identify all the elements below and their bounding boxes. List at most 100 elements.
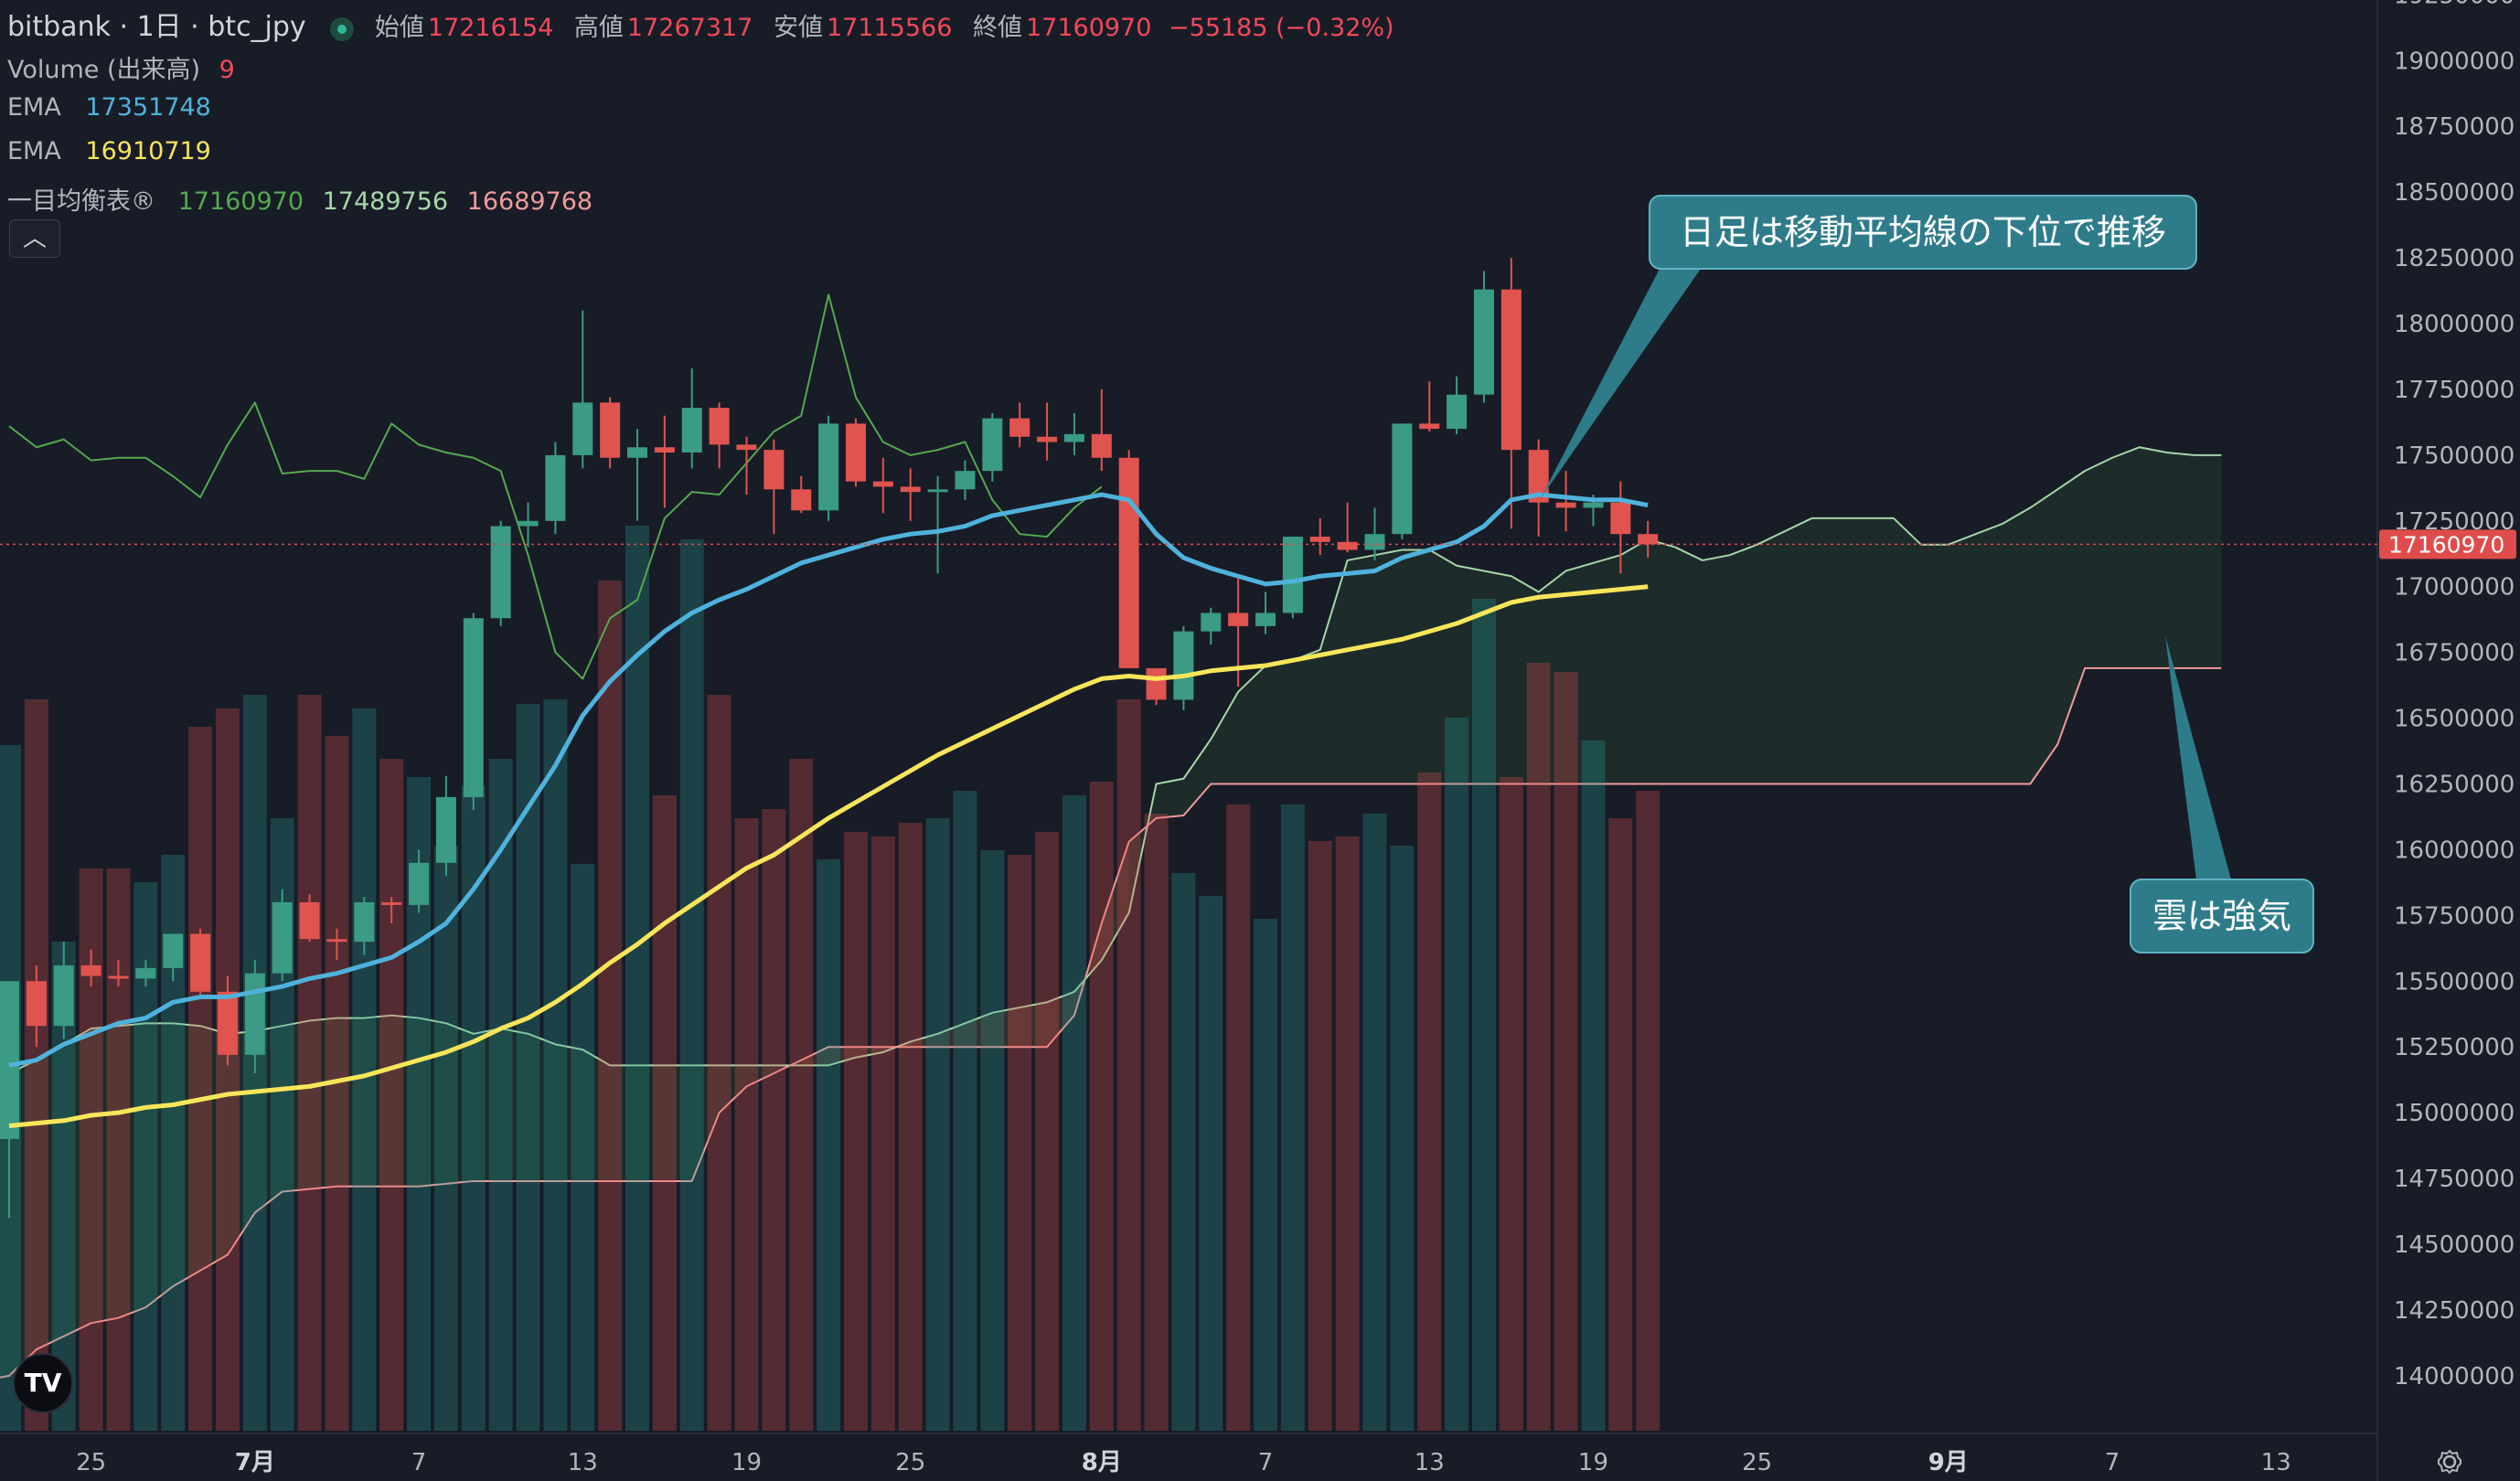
gear-icon[interactable] — [2436, 1448, 2463, 1476]
price-tick-label: 18500000 — [2394, 179, 2515, 207]
candle-body — [955, 471, 976, 490]
candle-body — [1091, 433, 1112, 458]
chevron-up-icon: ︿ — [22, 225, 47, 252]
price-tick-label: 15000000 — [2394, 1100, 2515, 1127]
ema-fast-legend-value: 17351748 — [85, 93, 211, 122]
candle — [1255, 591, 1276, 634]
time-tick-label: 25 — [895, 1449, 925, 1476]
time-tick-label: 13 — [568, 1449, 598, 1476]
candles — [0, 258, 1659, 1219]
candle — [1282, 537, 1303, 619]
candle-body — [1037, 436, 1058, 442]
candle — [763, 439, 785, 535]
volume-bar — [188, 727, 213, 1431]
ichimoku-cloud — [0, 446, 2222, 1379]
volume-bar — [1116, 699, 1141, 1431]
volume-bar — [1636, 791, 1660, 1431]
time-tick-label: 13 — [1415, 1449, 1445, 1476]
volume-bar — [817, 859, 841, 1431]
price-tick-label: 15750000 — [2394, 902, 2515, 930]
candle — [627, 429, 648, 521]
volume-bar — [1062, 795, 1086, 1431]
volume-bar — [625, 526, 650, 1431]
candle — [1309, 517, 1330, 556]
ichimoku-legend[interactable]: 一目均衡表® 17160970 17489756 16689768 — [7, 181, 596, 217]
candle-body — [1337, 541, 1358, 550]
volume-bar — [1308, 841, 1332, 1431]
volume-bar — [598, 581, 623, 1431]
candle-body — [435, 796, 456, 863]
candle-body — [1610, 502, 1631, 535]
volume-bar — [1089, 782, 1114, 1431]
close-label: 終値 — [972, 14, 1022, 42]
time-tick-label: 7月 — [235, 1449, 275, 1476]
volume-bar — [24, 699, 48, 1431]
tradingview-logo-icon[interactable]: TV — [13, 1353, 73, 1413]
volume-bar — [1390, 846, 1415, 1431]
market-status-dot — [330, 16, 355, 41]
volume-bar — [925, 818, 950, 1431]
candle — [163, 933, 184, 982]
candle-body — [217, 991, 238, 1055]
candle-body — [518, 520, 539, 527]
callout-box — [2130, 879, 2314, 954]
candle — [1638, 520, 1659, 559]
ema-fast-legend[interactable]: EMA 17351748 — [7, 93, 215, 122]
candle — [900, 468, 921, 521]
candle — [53, 942, 74, 1039]
candle — [872, 457, 893, 514]
candle-body — [272, 901, 293, 974]
candle — [490, 520, 511, 626]
time-tick-label: 7 — [411, 1449, 427, 1476]
volume-bar — [433, 846, 458, 1431]
ema-slow-legend[interactable]: EMA 16910719 — [7, 137, 215, 165]
candle-body — [900, 486, 921, 493]
symbol-title[interactable]: bitbank · 1日 · btc_jpy — [7, 11, 306, 43]
volume-bar — [707, 695, 731, 1431]
collapse-legend-button[interactable]: ︿ — [9, 219, 60, 258]
last-price-tag — [2379, 529, 2516, 559]
price-tick-label: 14250000 — [2394, 1297, 2515, 1325]
candle-body — [135, 967, 156, 979]
price-tick-label: 16250000 — [2394, 772, 2515, 799]
ema-fast-legend-label: EMA — [7, 93, 61, 122]
candle-body — [763, 450, 785, 490]
chart-header: bitbank · 1日 · btc_jpy 始値 17216154 高値 1726… — [7, 4, 1398, 44]
candle — [1500, 258, 1522, 529]
candle-body — [845, 423, 866, 482]
volume-legend-value: 9 — [219, 56, 235, 84]
candle-body — [1228, 613, 1249, 626]
volume-bar — [762, 809, 786, 1431]
time-tick-label: 8月 — [1082, 1449, 1122, 1476]
candle — [955, 460, 976, 500]
volume-legend[interactable]: Volume (出来高) 9 — [7, 49, 239, 85]
candle — [463, 613, 484, 811]
time-tick-label: 25 — [1742, 1449, 1772, 1476]
candle-body — [26, 981, 47, 1027]
ichimoku-legend-value-1: 17160970 — [177, 187, 304, 216]
volume-bar — [461, 786, 486, 1431]
candle-body — [463, 618, 484, 797]
candle-body — [409, 862, 430, 905]
volume-bar — [1417, 772, 1442, 1431]
open-label: 始値 — [374, 14, 424, 42]
candle-body — [1392, 423, 1413, 535]
candle-body — [80, 965, 101, 976]
candle — [572, 310, 593, 469]
candle-body — [0, 981, 19, 1139]
candle — [272, 889, 293, 982]
candle — [927, 475, 948, 574]
price-tick-label: 14500000 — [2394, 1231, 2515, 1259]
price-tick-label: 19250000 — [2394, 0, 2515, 9]
volume-bar — [1335, 836, 1360, 1431]
candle — [80, 949, 101, 987]
high-value: 17267317 — [626, 14, 753, 42]
volume-bar — [571, 864, 595, 1431]
candle — [1091, 389, 1112, 472]
candle — [1392, 423, 1413, 539]
candle — [26, 965, 47, 1048]
volume-bar — [789, 759, 814, 1431]
